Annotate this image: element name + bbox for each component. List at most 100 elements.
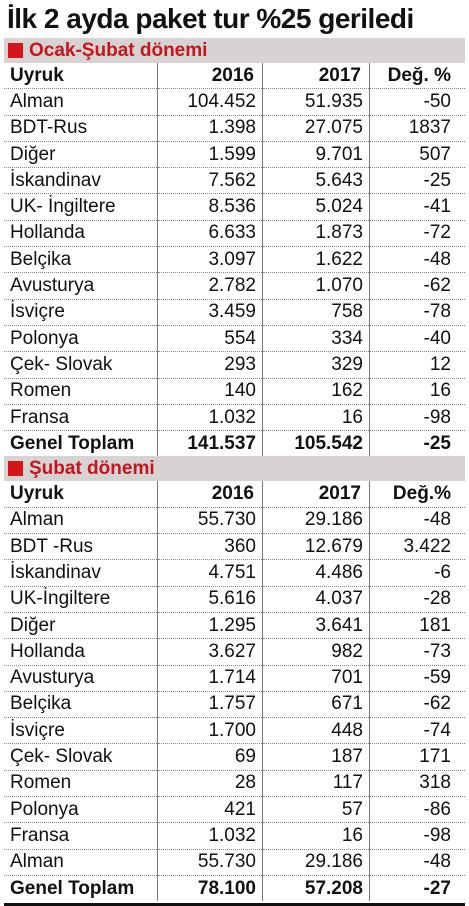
table-total-row: Genel Toplam 78.100 57.208 -27	[4, 875, 465, 902]
table-row: İskandinav 7.562 5.643 -25	[4, 167, 465, 195]
table-row: UK- İngiltere 8.536 5.024 -41	[4, 193, 465, 221]
value-2016-cell: 28	[157, 770, 263, 798]
country-cell: BDT-Rus	[4, 115, 158, 142]
value-2016-cell: 1.398	[157, 115, 263, 142]
table-row: Çek- Slovak 293 329 12	[4, 351, 465, 379]
country-cell: Alman	[4, 507, 158, 535]
table-row: Çek- Slovak 69 187 171	[4, 743, 465, 771]
page-title: İlk 2 ayda paket tur %25 geriledi	[7, 3, 414, 34]
table-row: BDT -Rus 360 12.679 3.422	[4, 533, 465, 561]
value-2017-cell: 329	[262, 351, 370, 379]
change-cell: 507	[369, 141, 465, 169]
change-cell: -78	[369, 299, 465, 326]
change-cell: -48	[369, 849, 465, 876]
value-2017-cell: 5.643	[262, 167, 370, 195]
value-2017-cell: 27.075	[262, 115, 370, 142]
table-row: Alman 104.452 51.935 -50	[4, 88, 465, 116]
value-2017-cell: 29.186	[262, 849, 370, 876]
country-cell: İskandinav	[4, 559, 158, 587]
table-row: Diğer 1.295 3.641 181	[4, 612, 465, 640]
section-heading: Şubat dönemi	[4, 456, 465, 482]
value-2016-cell: 1.714	[157, 665, 263, 692]
sections-container: Ocak-Şubat dönemi Uyruk 2016 2017 Değ. % Alma…	[4, 38, 465, 902]
value-2016-cell: 293	[157, 351, 263, 379]
value-2016-cell: 1.700	[157, 717, 263, 745]
change-cell: -50	[369, 88, 465, 116]
change-cell: -86	[369, 796, 465, 824]
value-2016-cell: 8.536	[157, 193, 263, 221]
value-2016-cell: 140	[157, 378, 263, 405]
value-2016-cell: 6.633	[157, 220, 263, 248]
country-cell: Polonya	[4, 796, 158, 824]
value-2016-cell: 7.562	[157, 167, 263, 195]
country-cell: Hollanda	[4, 638, 158, 666]
table-row: Belçika 3.097 1.622 -48	[4, 246, 465, 274]
value-2017-cell: 448	[262, 717, 370, 745]
country-cell: Hollanda	[4, 220, 158, 248]
table-row: Alman 55.730 29.186 -48	[4, 849, 465, 876]
country-cell: Alman	[4, 88, 158, 116]
change-cell: 1837	[369, 115, 465, 142]
country-cell: BDT -Rus	[4, 533, 158, 561]
country-cell: Belçika	[4, 691, 158, 719]
table-row: UK-İngiltere 5.616 4.037 -28	[4, 586, 465, 613]
value-2016-cell: 78.100	[157, 875, 263, 902]
data-table: Uyruk 2016 2017 Değ.% Alman 55.730 29.186 -48 BD…	[4, 481, 465, 902]
value-2017-cell: 334	[262, 325, 370, 353]
value-2016-cell: 1.599	[157, 141, 263, 169]
change-cell: -98	[369, 822, 465, 850]
value-2017-cell: 2017	[262, 481, 370, 508]
table-row: İsviçre 3.459 758 -78	[4, 299, 465, 326]
change-cell: -48	[369, 246, 465, 274]
value-2017-cell: 701	[262, 665, 370, 692]
value-2017-cell: 1.070	[262, 272, 370, 300]
change-cell: Değ.%	[369, 481, 465, 508]
value-2017-cell: 1.622	[262, 246, 370, 274]
table-row: BDT-Rus 1.398 27.075 1837	[4, 115, 465, 142]
country-cell: Diğer	[4, 612, 158, 640]
value-2017-cell: 51.935	[262, 88, 370, 116]
value-2017-cell: 4.486	[262, 559, 370, 587]
change-cell: -25	[423, 432, 451, 454]
section-heading-text: Şubat dönemi	[29, 458, 155, 480]
value-2017-cell: 57	[262, 796, 370, 824]
change-cell: -62	[369, 272, 465, 300]
change-cell: -6	[369, 559, 465, 587]
country-cell: Diğer	[4, 141, 158, 169]
table-row: Alman 55.730 29.186 -48	[4, 507, 465, 535]
table-row: Fransa 1.032 16 -98	[4, 404, 465, 432]
country-cell: İsviçre	[4, 299, 158, 326]
value-2016-cell: 55.730	[157, 849, 263, 876]
change-cell: 3.422	[369, 533, 465, 561]
country-cell: Alman	[4, 849, 158, 876]
table-row: Fransa 1.032 16 -98	[4, 822, 465, 850]
value-2016-cell: 2016	[157, 481, 263, 508]
country-cell: Çek- Slovak	[4, 351, 158, 379]
country-cell: Genel Toplam	[4, 430, 158, 457]
value-2017-cell: 5.024	[262, 193, 370, 221]
value-2017-cell: 982	[262, 638, 370, 666]
value-2017-cell: 9.701	[262, 141, 370, 169]
value-2017-cell: 2017	[262, 63, 370, 90]
change-cell: -72	[369, 220, 465, 248]
country-cell: UK- İngiltere	[4, 193, 158, 221]
value-2016-cell: 5.616	[157, 586, 263, 613]
value-2016-cell: 104.452	[157, 88, 263, 116]
change-cell: -48	[369, 507, 465, 535]
table-total-row: Genel Toplam 141.537 105.542 -25	[4, 430, 465, 457]
change-cell: -62	[369, 691, 465, 719]
table-header-row: Uyruk 2016 2017 Değ.%	[4, 481, 465, 508]
change-cell: -73	[369, 638, 465, 666]
section-heading: Ocak-Şubat dönemi	[4, 38, 465, 63]
country-cell: Romen	[4, 770, 158, 798]
value-2017-cell: 162	[262, 378, 370, 405]
value-2017-cell: 117	[262, 770, 370, 798]
table-row: Romen 28 117 318	[4, 770, 465, 798]
value-2016-cell: 3.627	[157, 638, 263, 666]
change-cell: -40	[369, 325, 465, 353]
value-2016-cell: 3.097	[157, 246, 263, 274]
table-row: Hollanda 3.627 982 -73	[4, 638, 465, 666]
value-2017-cell: 16	[262, 822, 370, 850]
country-cell: Uyruk	[4, 481, 158, 508]
